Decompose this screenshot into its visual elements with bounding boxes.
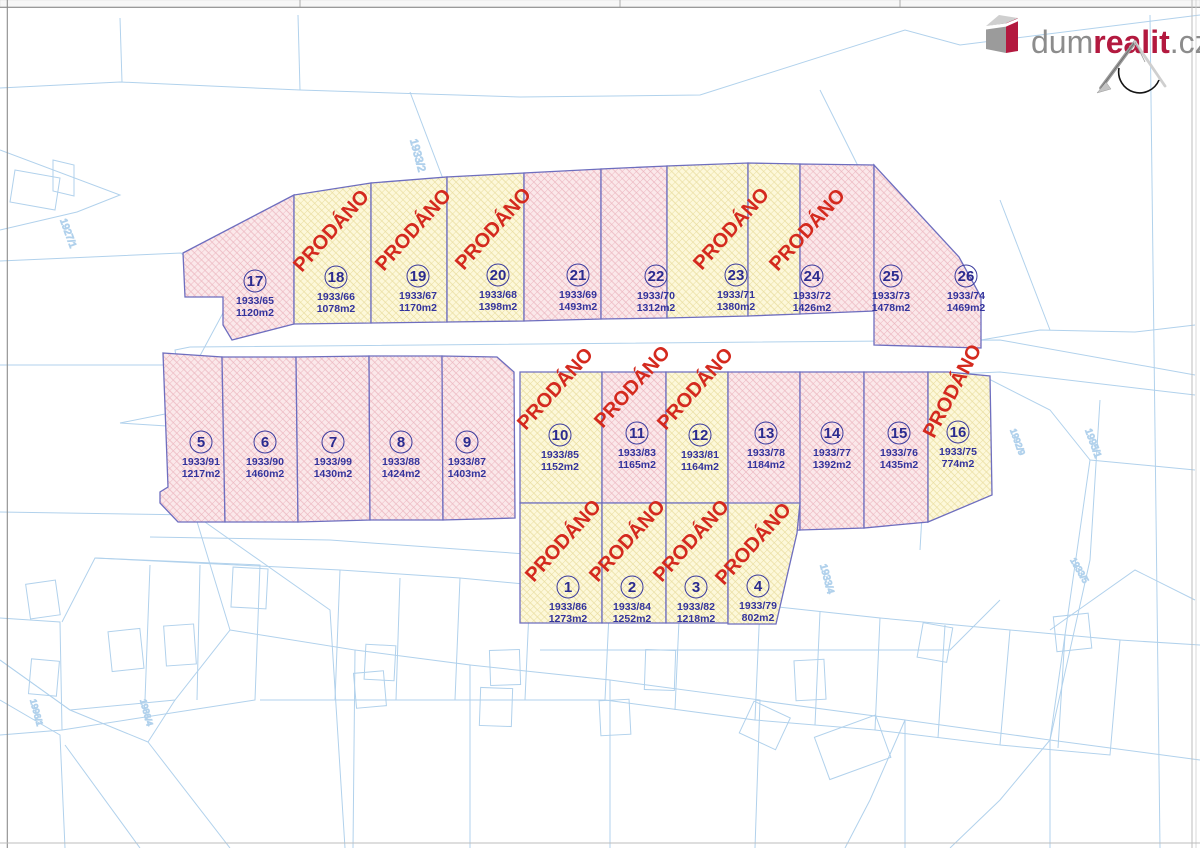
svg-text:9: 9 — [463, 434, 471, 451]
svg-text:16: 16 — [950, 424, 967, 441]
svg-text:1927/1: 1927/1 — [57, 217, 78, 250]
svg-text:17: 17 — [247, 273, 264, 290]
svg-text:1392m2: 1392m2 — [813, 459, 852, 471]
svg-text:26: 26 — [958, 268, 975, 285]
svg-text:1933/90: 1933/90 — [246, 456, 284, 468]
svg-text:1435m2: 1435m2 — [880, 459, 919, 471]
svg-text:6: 6 — [261, 434, 269, 451]
svg-text:25: 25 — [883, 268, 900, 285]
svg-text:1164m2: 1164m2 — [681, 461, 719, 473]
svg-text:1933/83: 1933/83 — [618, 447, 656, 459]
svg-text:1120m2: 1120m2 — [236, 307, 274, 319]
svg-text:1933/67: 1933/67 — [399, 290, 437, 302]
svg-text:1933/78: 1933/78 — [747, 447, 785, 459]
svg-text:10: 10 — [552, 427, 569, 444]
svg-text:1933/68: 1933/68 — [479, 289, 517, 301]
svg-text:24: 24 — [804, 268, 821, 285]
svg-text:1933/81: 1933/81 — [681, 449, 719, 461]
svg-text:1933/77: 1933/77 — [813, 447, 851, 459]
svg-text:1933/66: 1933/66 — [317, 291, 355, 303]
svg-text:1252m2: 1252m2 — [613, 613, 652, 625]
svg-text:1217m2: 1217m2 — [182, 468, 221, 480]
svg-text:1933/65: 1933/65 — [236, 295, 274, 307]
svg-text:5: 5 — [197, 434, 205, 451]
svg-text:1933/76: 1933/76 — [880, 447, 918, 459]
svg-text:1380m2: 1380m2 — [717, 301, 756, 313]
svg-text:21: 21 — [570, 267, 587, 284]
svg-text:1933/71: 1933/71 — [717, 289, 755, 301]
svg-text:1933/79: 1933/79 — [739, 600, 777, 612]
svg-text:774m2: 774m2 — [942, 458, 975, 470]
svg-text:1398m2: 1398m2 — [479, 301, 518, 313]
svg-text:15: 15 — [891, 425, 908, 442]
svg-text:1493m2: 1493m2 — [559, 301, 598, 313]
svg-text:1933/86: 1933/86 — [549, 601, 587, 613]
svg-text:1933/88: 1933/88 — [382, 456, 420, 468]
svg-text:1426m2: 1426m2 — [793, 302, 832, 314]
svg-text:1273m2: 1273m2 — [549, 613, 588, 625]
svg-text:1933/72: 1933/72 — [793, 290, 831, 302]
svg-text:2: 2 — [628, 579, 636, 596]
svg-text:dumrealit.cz: dumrealit.cz — [1031, 24, 1200, 60]
svg-text:1: 1 — [564, 579, 572, 596]
svg-text:1933/85: 1933/85 — [541, 449, 579, 461]
svg-text:1218m2: 1218m2 — [677, 613, 716, 625]
svg-text:1312m2: 1312m2 — [637, 302, 676, 314]
svg-text:1933/2: 1933/2 — [407, 138, 427, 174]
svg-text:1469m2: 1469m2 — [947, 302, 986, 314]
svg-text:1170m2: 1170m2 — [399, 302, 437, 314]
svg-text:1478m2: 1478m2 — [872, 302, 911, 314]
svg-text:1995/1: 1995/1 — [1082, 427, 1103, 460]
svg-text:1184m2: 1184m2 — [747, 459, 785, 471]
svg-text:13: 13 — [758, 425, 775, 442]
svg-text:1992/9: 1992/9 — [1008, 427, 1027, 456]
svg-text:1933/84: 1933/84 — [613, 601, 651, 613]
svg-text:1996/1: 1996/1 — [28, 698, 45, 727]
svg-text:1933/73: 1933/73 — [872, 290, 910, 302]
svg-text:1933/69: 1933/69 — [559, 289, 597, 301]
svg-text:1933/4: 1933/4 — [817, 563, 836, 596]
svg-text:7: 7 — [329, 434, 337, 451]
svg-text:8: 8 — [397, 434, 405, 451]
svg-text:3: 3 — [692, 579, 700, 596]
svg-text:19: 19 — [410, 268, 427, 285]
svg-text:1078m2: 1078m2 — [317, 303, 356, 315]
svg-text:23: 23 — [728, 267, 745, 284]
svg-text:1165m2: 1165m2 — [618, 459, 656, 471]
svg-text:14: 14 — [824, 425, 841, 442]
svg-text:802m2: 802m2 — [742, 612, 775, 624]
svg-text:1933/99: 1933/99 — [314, 456, 352, 468]
svg-text:1933/75: 1933/75 — [939, 446, 977, 458]
svg-text:1152m2: 1152m2 — [541, 461, 579, 473]
svg-text:18: 18 — [328, 269, 345, 286]
svg-text:1933/70: 1933/70 — [637, 290, 675, 302]
svg-text:20: 20 — [490, 267, 507, 284]
svg-text:1933/74: 1933/74 — [947, 290, 985, 302]
svg-text:11: 11 — [629, 425, 645, 442]
svg-text:1933/87: 1933/87 — [448, 456, 486, 468]
svg-text:1403m2: 1403m2 — [448, 468, 487, 480]
svg-text:4: 4 — [754, 578, 763, 595]
svg-text:1424m2: 1424m2 — [382, 468, 421, 480]
svg-text:1933/91: 1933/91 — [182, 456, 220, 468]
svg-text:1460m2: 1460m2 — [246, 468, 285, 480]
svg-text:1430m2: 1430m2 — [314, 468, 353, 480]
svg-text:22: 22 — [648, 268, 665, 285]
svg-text:1933/82: 1933/82 — [677, 601, 715, 613]
svg-text:12: 12 — [692, 427, 709, 444]
